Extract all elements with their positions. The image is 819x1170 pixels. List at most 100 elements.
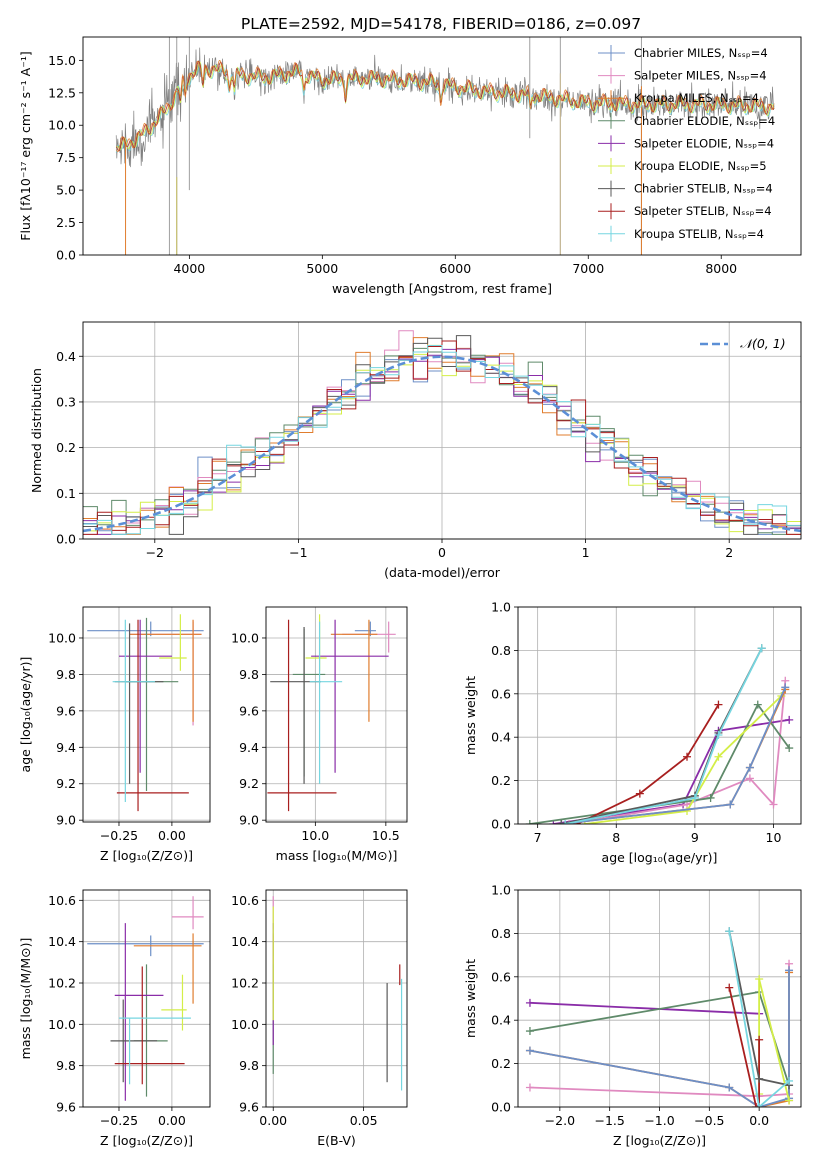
y-tick-label: 9.4: [56, 740, 76, 755]
plot-area: [525, 927, 794, 1107]
x-axis-label: Z [log₁₀(Z/Z⊙)]: [100, 1133, 193, 1148]
plot-area: [525, 644, 794, 824]
y-tick-label: 0.0: [56, 248, 76, 263]
y-tick-label: 9.8: [239, 1058, 259, 1073]
legend-entry: Kroupa MILES, Nₛₛₚ=4: [634, 91, 759, 105]
mass-weight-marker: [769, 800, 778, 809]
x-tick-label: −1: [289, 545, 307, 560]
legend-entry: 𝒩(0, 1): [740, 336, 786, 351]
x-tick-label: −2: [146, 545, 164, 560]
y-tick-label: 0.6: [491, 969, 511, 984]
mass-vs-metallicity-panel: −0.25 0.00 9.6 9.8 10.0 10.2 10.4 10.6 Z [log₁₀(…: [18, 889, 211, 1148]
y-tick-label: 9.0: [239, 813, 259, 828]
y-axis-label: age [log₁₀(age/yr)]: [18, 657, 33, 773]
axes-border: [265, 889, 408, 1108]
mass-weight-marker: [753, 700, 762, 709]
legend-entry: Chabrier MILES, Nₛₛₚ=4: [634, 46, 768, 60]
axes-border: [265, 606, 408, 823]
x-axis-label: mass [log₁₀(M/M⊙)]: [276, 848, 398, 863]
y-tick-label: 10.4: [231, 934, 259, 949]
y-tick-label: 12.5: [48, 85, 76, 100]
mass-weight-marker: [706, 793, 715, 802]
x-tick-label: 7000: [572, 261, 604, 276]
y-tick-label: 0.0: [491, 817, 511, 832]
residual-histogram-step: [83, 344, 801, 533]
axes-frame: 7 8 9 10 0.0 0.2 0.4 0.6 0.8 1.0 age [log₁₀(age/yr…: [463, 600, 802, 865]
mass-weight-line: [584, 695, 782, 824]
x-tick-label: 0.00: [259, 1113, 287, 1128]
y-tick-label: 2.5: [56, 215, 76, 230]
y-tick-label: 7.5: [56, 150, 76, 165]
x-tick-label: 0.00: [158, 1113, 186, 1128]
mass-weight-line: [561, 647, 763, 824]
y-tick-label: 0.8: [491, 926, 511, 941]
mass-weight-marker: [785, 715, 794, 724]
axes-border: [82, 36, 802, 256]
y-tick-label: 10.6: [48, 893, 76, 908]
x-axis-label: Z [log₁₀(Z/Z⊙)]: [613, 1133, 706, 1148]
mass-weight-line: [529, 1001, 760, 1015]
weight-vs-metallicity-panel: −2.0 −1.5 −1.0 −0.5 0.0 0.0 0.2 0.4 0.6 0.8 1.0 Z […: [463, 883, 802, 1148]
x-axis-label: wavelength [Angstrom, rest frame]: [332, 281, 552, 296]
y-tick-label: 10.2: [231, 976, 259, 991]
axes-border: [82, 321, 802, 540]
y-tick-label: 15.0: [48, 53, 76, 68]
x-tick-label: 10.0: [301, 828, 329, 843]
x-tick-label: 4000: [173, 261, 205, 276]
x-tick-label: 6000: [439, 261, 471, 276]
y-tick-label: 10.0: [48, 630, 76, 645]
mass-weight-marker: [745, 774, 754, 783]
y-tick-label: 10.0: [231, 1017, 259, 1032]
legend-entry: Kroupa STELIB, Nₛₛₚ=4: [634, 227, 764, 241]
mass-weight-marker: [755, 1074, 764, 1083]
x-tick-label: 0.00: [158, 828, 186, 843]
legend-entry: Salpeter ELODIE, Nₛₛₚ=4: [634, 136, 774, 150]
mass-weight-marker: [755, 974, 764, 983]
y-axis-label: mass [log₁₀(M/M⊙)]: [18, 938, 33, 1060]
x-tick-label: −0.25: [100, 828, 138, 843]
y-tick-label: 0.4: [491, 730, 511, 745]
y-tick-label: 10.0: [48, 118, 76, 133]
plot-area: [87, 896, 204, 1101]
mass-weight-marker: [525, 1046, 534, 1055]
y-tick-label: 1.0: [491, 883, 511, 898]
mass-weight-marker: [757, 644, 766, 653]
y-tick-label: 0.3: [56, 394, 76, 409]
mass-weight-marker: [714, 731, 723, 740]
plot-area: [267, 614, 396, 812]
x-tick-label: −1.5: [594, 1113, 624, 1128]
y-tick-label: 0.8: [491, 643, 511, 658]
grid-lines: [266, 607, 407, 822]
legend-entry: Salpeter MILES, Nₛₛₚ=4: [634, 69, 767, 83]
mass-weight-line: [553, 718, 790, 824]
mass-weight-line: [728, 931, 790, 1107]
legend-entry: Kroupa ELODIE, Nₛₛₚ=5: [634, 159, 767, 173]
mass-weight-line: [728, 987, 760, 1107]
legend-entry: Salpeter STELIB, Nₛₛₚ=4: [634, 204, 772, 218]
y-tick-label: 0.4: [56, 349, 76, 364]
x-axis-label: E(B-V): [317, 1133, 356, 1148]
plot-area: [115, 37, 775, 255]
axes-border: [82, 606, 211, 823]
y-tick-label: 0.2: [491, 773, 511, 788]
x-tick-label: −1.0: [644, 1113, 674, 1128]
mass-weight-marker: [561, 820, 570, 824]
y-tick-label: 0.2: [491, 1056, 511, 1071]
plot-area: [272, 896, 403, 1091]
x-tick-label: −0.5: [694, 1113, 724, 1128]
x-axis-label: Z [log₁₀(Z/Z⊙)]: [100, 848, 193, 863]
residual-histogram-panel: −2 −1 0 1 2 0.0 0.1 0.2 0.3 0.4 (data-model)/error…: [29, 321, 802, 580]
mass-weight-marker: [785, 966, 794, 975]
x-tick-label: 1: [582, 545, 590, 560]
mass-weight-marker: [725, 1083, 734, 1092]
mass-weight-marker: [785, 1076, 794, 1085]
y-tick-label: 10.0: [48, 1017, 76, 1032]
x-tick-label: 8000: [705, 261, 737, 276]
mass-weight-marker: [714, 700, 723, 709]
axes-border: [517, 889, 802, 1108]
legend-entry: Chabrier ELODIE, Nₛₛₚ=4: [634, 114, 775, 128]
y-tick-label: 9.6: [56, 1100, 76, 1115]
model-fit-line: [115, 61, 775, 151]
y-axis-label: mass weight: [463, 959, 478, 1038]
figure-title: PLATE=2592, MJD=54178, FIBERID=0186, z=0…: [241, 15, 641, 33]
